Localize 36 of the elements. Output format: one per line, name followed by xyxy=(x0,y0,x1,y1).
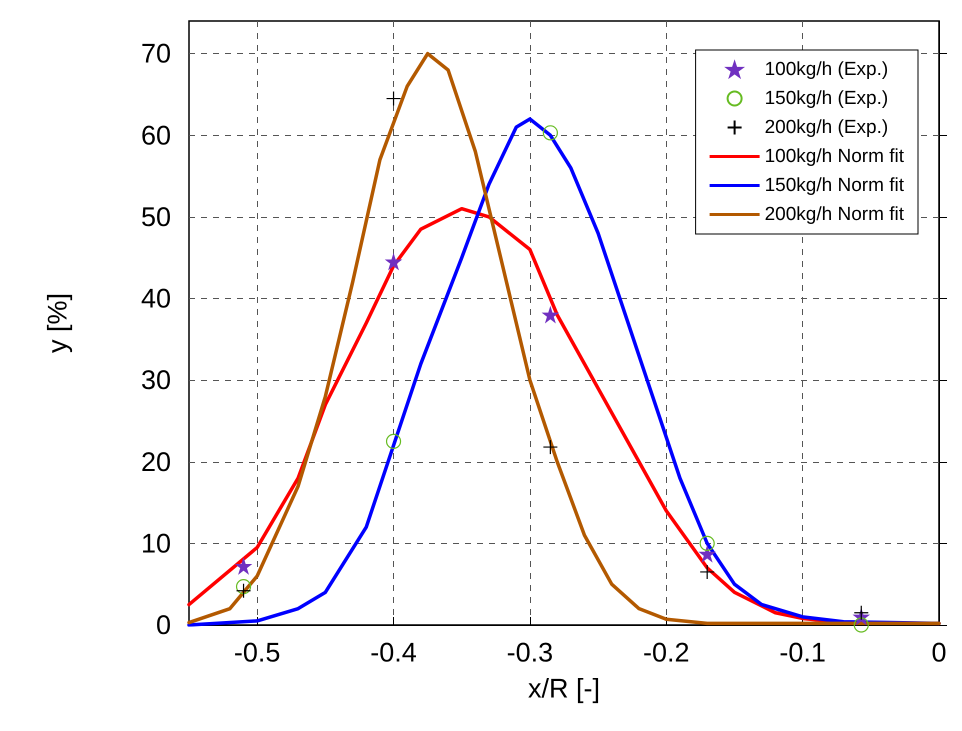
y-tick-label: 10 xyxy=(140,528,171,558)
y-tick-label: 20 xyxy=(140,446,171,477)
point xyxy=(700,536,715,551)
point xyxy=(854,605,869,620)
point xyxy=(386,254,402,270)
x-tick-label: -0.4 xyxy=(370,638,417,668)
x-tick-label: -0.3 xyxy=(506,638,554,668)
y-tick-label: 70 xyxy=(140,38,171,69)
y-tick-label: 40 xyxy=(140,284,171,314)
point xyxy=(542,307,558,322)
y-tick-label: 0 xyxy=(156,610,171,640)
legend-label: 100kg/h Norm fit xyxy=(764,146,905,167)
point xyxy=(542,439,558,455)
y-tick-label: 30 xyxy=(140,365,171,396)
legend-label: 200kg/h Norm fit xyxy=(764,204,905,225)
x-tick-label: -0.5 xyxy=(234,638,280,668)
point xyxy=(236,558,252,574)
point xyxy=(542,125,558,140)
point xyxy=(386,434,402,449)
point xyxy=(700,546,715,562)
point xyxy=(386,90,402,106)
legend-label: 200kg/h (Exp.) xyxy=(764,117,888,138)
point xyxy=(854,617,869,633)
point xyxy=(236,583,252,598)
legend-label: 100kg/h (Exp.) xyxy=(764,59,888,80)
point xyxy=(700,564,715,580)
x-tick-label: -0.2 xyxy=(643,638,690,668)
legend-label: 150kg/h Norm fit xyxy=(764,175,905,196)
y-axis-title: y [%] xyxy=(42,292,72,354)
point xyxy=(236,579,252,594)
x-axis-title: x/R [-] xyxy=(528,674,600,704)
y-tick-label: 60 xyxy=(140,120,171,150)
x-tick-label: -0.1 xyxy=(779,638,826,668)
y-tick-label: 50 xyxy=(140,202,171,232)
x-tick-label: 0 xyxy=(931,638,947,668)
legend-label: 150kg/h (Exp.) xyxy=(764,88,888,109)
